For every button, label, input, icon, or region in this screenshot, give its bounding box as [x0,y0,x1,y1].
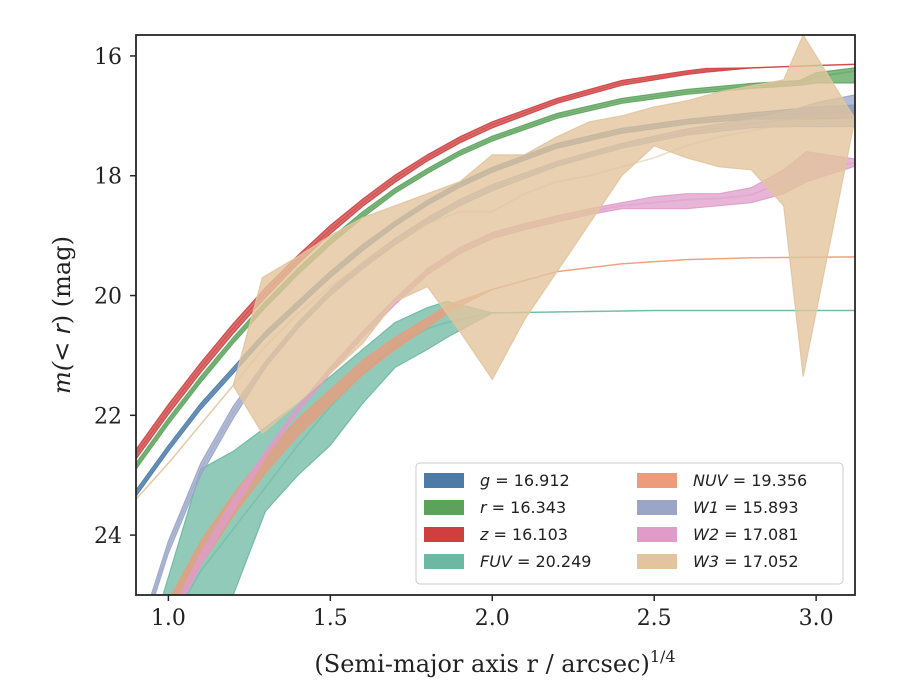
legend-entry-nuv: NUV = 19.356 [693,471,807,490]
series-w3-line [136,118,855,500]
y-tick-label: 22 [94,404,122,429]
legend-swatch-fuv [424,554,464,569]
legend-entry-z: z = 16.103 [479,525,568,544]
x-tick-label: 2.5 [637,606,672,631]
plot-area [136,35,855,595]
legend-swatch-nuv [637,473,677,488]
x-tick-label: 1.0 [151,606,186,631]
x-tick-label: 1.5 [313,606,348,631]
series-w3-band [136,35,855,500]
legend-swatch-w3 [637,554,677,569]
legend-swatch-r [424,500,464,515]
y-tick-label: 20 [94,285,122,310]
legend-entry-g: g = 16.912 [480,471,570,490]
plot-frame [135,34,856,596]
x-tick-label: 2.0 [475,606,510,631]
legend-entry-fuv: FUV = 20.249 [480,552,591,571]
legend-entry-w3: W3 = 17.052 [693,552,799,571]
x-axis-label: (Semi-major axis r / arcsec)1/4 [314,647,675,678]
x-tick-label: 3.0 [799,606,834,631]
legend-swatch-z [424,527,464,542]
y-tick-label: 16 [94,45,122,70]
legend-entry-w1: W1 = 15.893 [693,498,799,517]
legend-swatch-w2 [637,527,677,542]
legend-swatch-w1 [637,500,677,515]
legend-swatch-g [424,473,464,488]
legend-entry-w2: W2 = 17.081 [693,525,799,544]
y-tick-label: 18 [94,165,122,190]
legend-box [415,462,844,585]
axis-ticks: 1.0 1.5 2.0 2.5 3.0 16 18 20 22 24 [94,45,834,631]
legend-entry-r: r = 16.343 [480,498,566,517]
series-z-line [136,63,855,455]
y-tick-label: 24 [94,524,122,549]
y-axis-label: m(< r) (mag) [48,236,76,394]
legend: g = 16.912 r = 16.343 z = 16.103 FUV = 20.2… [415,462,844,585]
